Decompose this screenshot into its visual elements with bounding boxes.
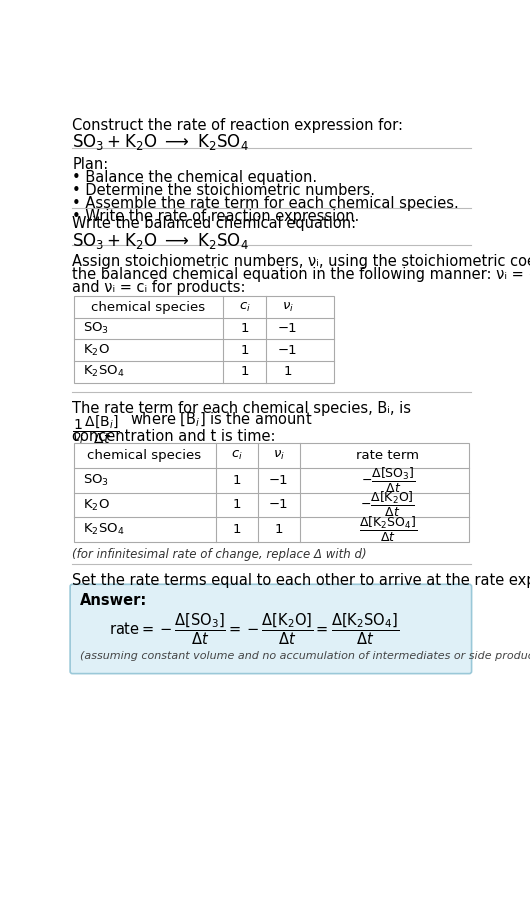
Text: $\dfrac{\Delta[\mathrm{K_2SO_4}]}{\Delta t}$: $\dfrac{\Delta[\mathrm{K_2SO_4}]}{\Delta… <box>359 515 417 544</box>
Text: chemical species: chemical species <box>87 450 201 462</box>
Text: and νᵢ = cᵢ for products:: and νᵢ = cᵢ for products: <box>73 280 246 295</box>
Text: (for infinitesimal rate of change, replace Δ with d): (for infinitesimal rate of change, repla… <box>73 548 367 561</box>
Text: $\dfrac{1}{\nu_i}\dfrac{\Delta[\mathrm{B}_i]}{\Delta t}$: $\dfrac{1}{\nu_i}\dfrac{\Delta[\mathrm{B… <box>73 413 120 446</box>
Text: where $[\mathrm{B}_i]$ is the amount: where $[\mathrm{B}_i]$ is the amount <box>130 410 312 429</box>
Text: 1: 1 <box>284 365 292 379</box>
Text: $-\dfrac{\Delta[\mathrm{SO_3}]}{\Delta t}$: $-\dfrac{\Delta[\mathrm{SO_3}]}{\Delta t… <box>360 466 415 495</box>
Text: $\nu_i$: $\nu_i$ <box>272 450 285 462</box>
Text: $\nu_i$: $\nu_i$ <box>282 300 294 314</box>
Text: the balanced chemical equation in the following manner: νᵢ = −cᵢ for reactants: the balanced chemical equation in the fo… <box>73 267 530 282</box>
Text: $\mathrm{SO_3 + K_2O \ \longrightarrow \ K_2SO_4}$: $\mathrm{SO_3 + K_2O \ \longrightarrow \… <box>73 132 249 152</box>
Text: −1: −1 <box>269 474 288 487</box>
Text: $\mathrm{K_2SO_4}$: $\mathrm{K_2SO_4}$ <box>83 522 125 537</box>
Text: rate term: rate term <box>356 450 419 462</box>
Text: $\mathrm{K_2O}$: $\mathrm{K_2O}$ <box>83 498 110 512</box>
Text: • Balance the chemical equation.: • Balance the chemical equation. <box>73 170 317 185</box>
Text: $\mathrm{SO_3}$: $\mathrm{SO_3}$ <box>83 473 109 488</box>
Text: • Assemble the rate term for each chemical species.: • Assemble the rate term for each chemic… <box>73 197 459 211</box>
Text: Answer:: Answer: <box>80 592 147 608</box>
Text: $\mathrm{K_2SO_4}$: $\mathrm{K_2SO_4}$ <box>83 364 125 379</box>
Text: $c_i$: $c_i$ <box>238 300 250 314</box>
Text: • Write the rate of reaction expression.: • Write the rate of reaction expression. <box>73 209 360 224</box>
Text: 1: 1 <box>233 523 241 536</box>
Text: $c_i$: $c_i$ <box>231 450 243 462</box>
Text: 1: 1 <box>240 365 249 379</box>
Text: $\mathrm{SO_3 + K_2O \ \longrightarrow \ K_2SO_4}$: $\mathrm{SO_3 + K_2O \ \longrightarrow \… <box>73 231 249 251</box>
Text: Construct the rate of reaction expression for:: Construct the rate of reaction expressio… <box>73 118 403 134</box>
Text: $\mathrm{rate} = -\dfrac{\Delta[\mathrm{SO_3}]}{\Delta t} = -\dfrac{\Delta[\math: $\mathrm{rate} = -\dfrac{\Delta[\mathrm{… <box>109 612 399 647</box>
Text: $\mathrm{SO_3}$: $\mathrm{SO_3}$ <box>83 321 109 336</box>
Text: (assuming constant volume and no accumulation of intermediates or side products): (assuming constant volume and no accumul… <box>80 651 530 661</box>
Text: 1: 1 <box>233 499 241 511</box>
Text: Plan:: Plan: <box>73 157 109 172</box>
Text: 1: 1 <box>275 523 283 536</box>
Text: chemical species: chemical species <box>91 300 206 314</box>
Text: $\mathrm{K_2O}$: $\mathrm{K_2O}$ <box>83 343 110 358</box>
Text: The rate term for each chemical species, Bᵢ, is: The rate term for each chemical species,… <box>73 401 411 416</box>
Text: 1: 1 <box>240 322 249 335</box>
Text: $-\dfrac{\Delta[\mathrm{K_2O}]}{\Delta t}$: $-\dfrac{\Delta[\mathrm{K_2O}]}{\Delta t… <box>360 490 416 520</box>
Text: −1: −1 <box>278 344 298 357</box>
Bar <box>74 297 333 382</box>
Text: Write the balanced chemical equation:: Write the balanced chemical equation: <box>73 217 357 231</box>
Bar <box>74 443 469 542</box>
Text: concentration and t is time:: concentration and t is time: <box>73 429 276 444</box>
Text: −1: −1 <box>278 322 298 335</box>
Text: Assign stoichiometric numbers, νᵢ, using the stoichiometric coefficients, cᵢ, fr: Assign stoichiometric numbers, νᵢ, using… <box>73 254 530 269</box>
Text: Set the rate terms equal to each other to arrive at the rate expression:: Set the rate terms equal to each other t… <box>73 572 530 588</box>
Text: 1: 1 <box>233 474 241 487</box>
Text: • Determine the stoichiometric numbers.: • Determine the stoichiometric numbers. <box>73 183 375 198</box>
FancyBboxPatch shape <box>70 584 472 673</box>
Text: 1: 1 <box>240 344 249 357</box>
Text: −1: −1 <box>269 499 288 511</box>
